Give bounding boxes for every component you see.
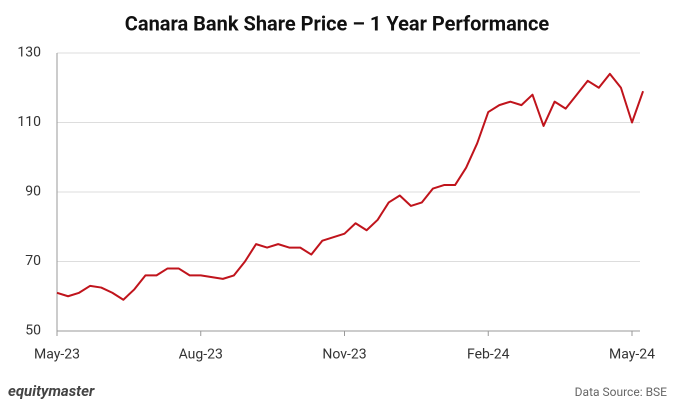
y-tick-label: 90 — [25, 184, 41, 200]
y-tick-label: 110 — [17, 114, 41, 130]
chart-title: Canara Bank Share Price – 1 Year Perform… — [125, 11, 550, 35]
source: Data Source: BSE — [575, 385, 668, 399]
x-tick-label: May-24 — [609, 347, 655, 363]
x-tick-label: Aug-23 — [179, 347, 223, 363]
x-tick-label: Feb-24 — [467, 347, 510, 363]
y-tick-label: 130 — [17, 45, 41, 61]
x-tick-label: May-23 — [34, 347, 80, 363]
brand: equitymaster — [8, 382, 95, 400]
price-line — [56, 72, 645, 301]
y-tick-label: 70 — [25, 253, 41, 269]
x-tick-label: Nov-23 — [322, 347, 366, 363]
y-tick-label: 50 — [25, 323, 41, 339]
